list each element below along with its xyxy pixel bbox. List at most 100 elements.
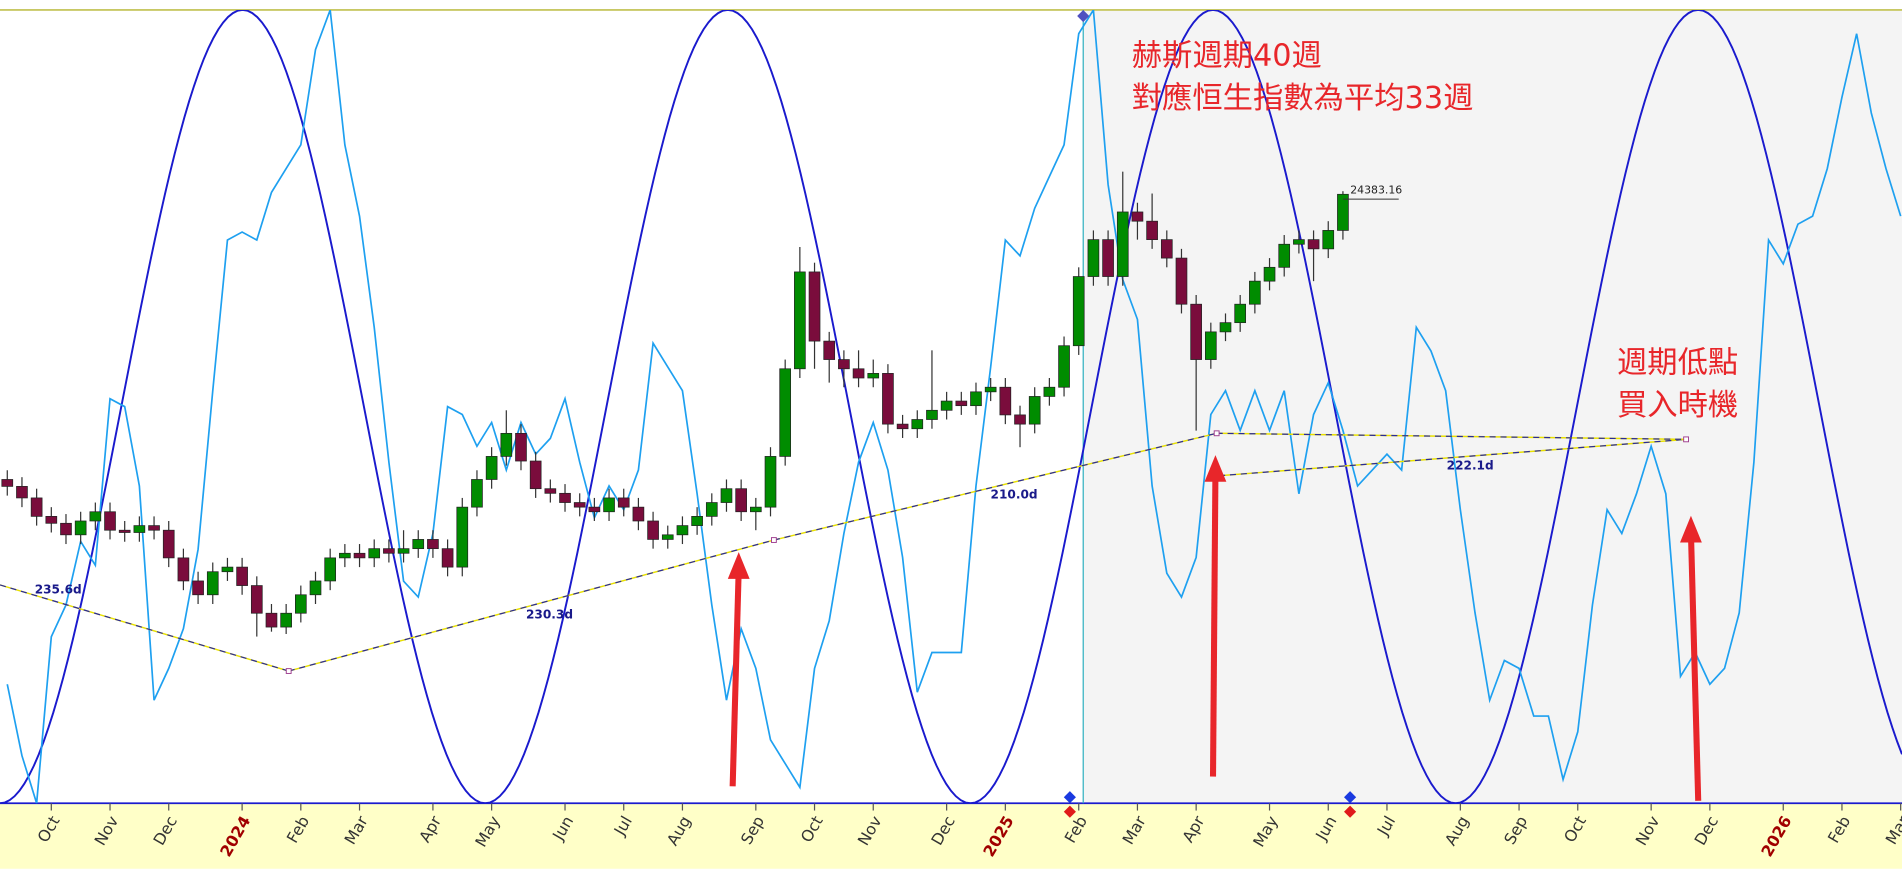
candle-body	[632, 506, 645, 522]
marker-diamond	[1344, 791, 1357, 804]
candle-body	[515, 432, 527, 462]
candle-body	[412, 539, 425, 550]
cycle-link	[1219, 438, 1687, 477]
candle-body	[1072, 276, 1085, 347]
candle-body	[441, 548, 454, 568]
candle-body	[896, 423, 909, 430]
candle-body	[1322, 230, 1335, 250]
arrow-head	[1680, 515, 1702, 543]
candle-body	[544, 488, 557, 494]
annotation: 買入時機	[1617, 388, 1738, 423]
candle-body	[148, 525, 160, 531]
candle-body	[236, 566, 248, 586]
marker-diamond	[1344, 805, 1357, 818]
cycle-link	[773, 432, 1217, 541]
candle-body	[485, 456, 498, 480]
future-region	[1083, 9, 1902, 804]
arrow-shaft	[729, 569, 742, 787]
cycle-link	[1216, 432, 1687, 440]
candle-body	[970, 391, 982, 407]
candle-body	[1028, 396, 1041, 425]
candle-body	[250, 585, 263, 614]
candle-body	[1087, 239, 1100, 277]
candle-body	[588, 506, 601, 513]
candle-body	[750, 506, 762, 513]
cycle-link	[288, 539, 775, 672]
candle-body	[177, 557, 190, 582]
arrow-shaft	[1687, 532, 1702, 801]
candle-body	[1190, 303, 1202, 360]
candle-body	[1116, 211, 1129, 277]
candle-body	[735, 488, 747, 513]
arrow-shaft	[1209, 472, 1219, 777]
annotation: 週期低點	[1617, 346, 1738, 381]
candle-body	[280, 612, 292, 628]
candle-body	[1293, 239, 1305, 245]
candle-body	[1219, 322, 1232, 333]
candle-body	[617, 497, 630, 508]
candle-body	[1014, 414, 1026, 425]
candle-body	[397, 548, 410, 554]
candle-body	[573, 502, 586, 508]
candle-body	[882, 373, 894, 425]
candle-body	[221, 566, 234, 573]
candle-body	[867, 373, 880, 379]
candle-body	[471, 479, 483, 508]
candle-body	[118, 529, 131, 533]
candle-body	[1102, 239, 1114, 277]
candle-body	[955, 400, 968, 407]
candle-body	[60, 522, 72, 536]
candle-body	[353, 552, 366, 559]
candle-body	[383, 548, 395, 554]
candle-body	[926, 409, 938, 420]
marker-diamond	[1063, 805, 1076, 818]
candle-body	[1249, 280, 1261, 305]
candle-body	[1263, 266, 1276, 282]
candle-body	[984, 386, 997, 393]
candle-body	[1160, 239, 1173, 259]
candle-body	[529, 460, 542, 490]
candle-body	[1205, 331, 1217, 360]
candle-body	[764, 456, 777, 508]
candle-body	[603, 497, 615, 513]
candle-body	[823, 340, 836, 360]
cycle-label: 222.1d	[1447, 459, 1494, 473]
candle-body	[1307, 239, 1320, 250]
candle-body	[192, 580, 204, 596]
x-axis-band	[0, 803, 1902, 869]
candle-body	[999, 386, 1012, 416]
candle-body	[456, 506, 469, 568]
candle-body	[265, 612, 278, 628]
candle-body	[89, 511, 102, 522]
candle-body	[324, 557, 337, 582]
cycle-point	[770, 537, 777, 543]
candle-body	[1131, 211, 1144, 222]
candle-body	[691, 516, 703, 526]
candle-body	[808, 271, 821, 342]
cycle-point	[1683, 436, 1689, 443]
candle-body	[1175, 257, 1188, 305]
candle-body	[1, 479, 14, 487]
candle-body	[705, 502, 718, 517]
marker-diamond	[1063, 791, 1076, 804]
candle-body	[16, 486, 28, 499]
cycle-link	[0, 584, 289, 672]
candle-body	[720, 488, 733, 503]
cycle-label: 210.0d	[991, 488, 1038, 502]
plot-area: 235.6d 230.3d 210.0d 222.1d	[0, 9, 1902, 804]
candle-body	[74, 520, 87, 536]
last-price-label: 24383.16	[1350, 184, 1402, 197]
candle-body	[676, 525, 689, 536]
oscillator-line	[6, 9, 1902, 804]
candle-body	[427, 539, 439, 550]
candle-body	[162, 529, 175, 559]
arrow-head	[1204, 455, 1227, 482]
candle-body	[309, 580, 322, 596]
candle-body	[133, 525, 146, 533]
candle-body	[45, 516, 58, 524]
candle-body	[838, 359, 850, 370]
arrow-head	[727, 552, 750, 579]
candle-body	[1058, 345, 1070, 388]
candle-body	[1278, 243, 1291, 268]
candle-body	[647, 520, 659, 540]
